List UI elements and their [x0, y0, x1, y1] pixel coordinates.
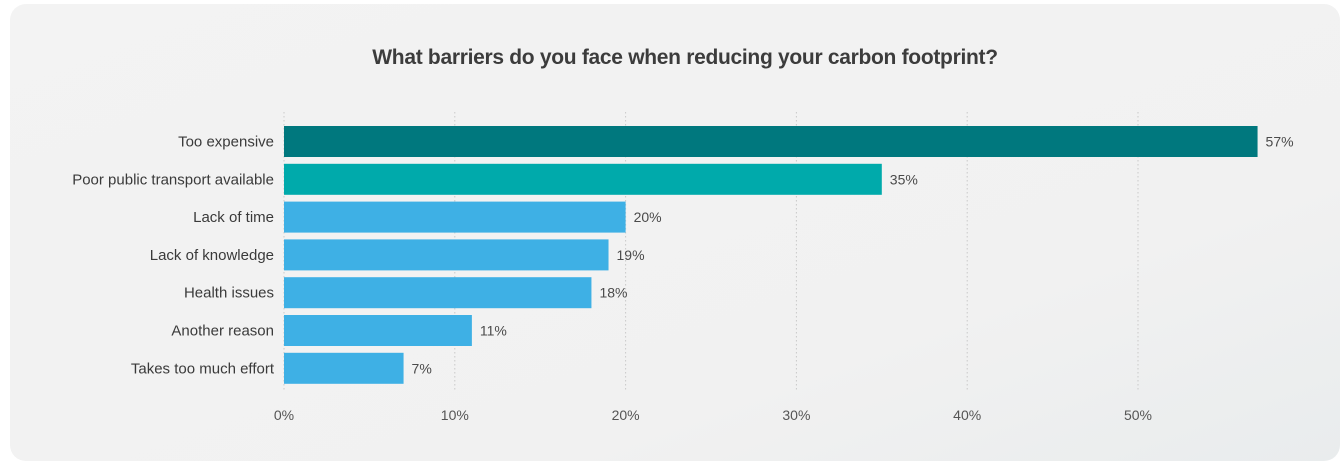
value-label: 7% [412, 360, 432, 376]
category-label: Health issues [184, 285, 274, 302]
bar [284, 163, 882, 195]
x-tick-label: 10% [441, 407, 469, 423]
x-tick-label: 30% [782, 407, 810, 423]
bar [284, 315, 472, 346]
bar [284, 126, 1258, 157]
x-tick-label: 50% [1124, 407, 1152, 423]
chart-card: What barriers do you face when reducing … [10, 4, 1340, 461]
category-label: Too expensive [178, 134, 274, 151]
value-label: 19% [617, 247, 645, 263]
x-tick-label: 0% [274, 407, 294, 423]
value-label: 20% [634, 209, 662, 225]
bars [284, 126, 1258, 384]
value-label: 11% [480, 323, 507, 339]
chart-title: What barriers do you face when reducing … [372, 46, 998, 69]
category-label: Poor public transport available [72, 171, 274, 188]
category-label: Lack of knowledge [150, 247, 274, 264]
category-label: Takes too much effort [131, 360, 275, 377]
labels: 0% 10% 20% 30% 40% 50% Too expensive 57% Poor pu… [72, 134, 1293, 424]
bar [284, 201, 626, 233]
value-label: 35% [890, 171, 918, 187]
x-tick-label: 20% [612, 407, 640, 423]
bar [284, 239, 609, 271]
bar [284, 352, 404, 384]
category-label: Another reason [171, 323, 274, 340]
bar [284, 277, 592, 309]
category-label: Lack of time [193, 209, 274, 226]
x-tick-label: 40% [953, 407, 981, 423]
value-label: 18% [599, 285, 627, 301]
value-label: 57% [1266, 134, 1294, 150]
